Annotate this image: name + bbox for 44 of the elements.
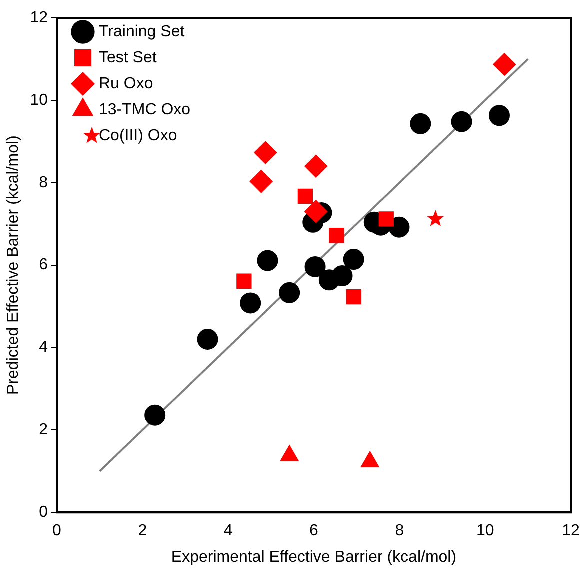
y-tick-label: 2 <box>39 422 48 439</box>
point <box>332 266 353 287</box>
point <box>343 249 364 270</box>
y-axis-title: Predicted Effective Barrier (kcal/mol) <box>5 136 22 395</box>
point <box>493 53 516 76</box>
point <box>410 113 432 134</box>
point <box>197 328 218 350</box>
x-tick-label: 12 <box>562 522 580 540</box>
point <box>346 289 362 305</box>
x-tick-label: 10 <box>476 522 494 540</box>
point <box>254 141 278 164</box>
legend-label: Training Set <box>98 23 186 40</box>
y-tick-label: 8 <box>39 174 48 192</box>
point <box>427 210 444 226</box>
point <box>304 256 326 278</box>
point <box>378 212 394 227</box>
x-tick-label: 8 <box>395 522 404 540</box>
point <box>451 111 472 132</box>
point <box>250 170 273 194</box>
x-tick-label: 0 <box>52 522 62 540</box>
point <box>240 292 262 314</box>
legend-label: Test Set <box>98 49 158 66</box>
x-axis-title: Experimental Effective Barrier (kcal/mol) <box>171 548 457 566</box>
y-tick-label: 4 <box>39 339 48 356</box>
point <box>298 188 314 204</box>
point <box>304 154 328 178</box>
point <box>329 228 344 244</box>
y-tick-label: 0 <box>39 504 48 522</box>
y-tick-label: 6 <box>39 256 48 274</box>
point <box>279 282 300 304</box>
point <box>304 200 328 224</box>
point <box>257 250 278 272</box>
point <box>388 216 410 238</box>
legend-label: 13-TMC Oxo <box>98 101 191 118</box>
legend-label: Ru Oxo <box>98 75 154 92</box>
x-tick-label: 6 <box>310 522 319 540</box>
legend-label: Co(III) Oxo <box>98 127 178 144</box>
x-tick-label: 2 <box>138 522 148 540</box>
point <box>488 105 510 126</box>
x-tick-label: 4 <box>224 522 233 540</box>
point <box>236 274 252 289</box>
y-tick-label: 10 <box>30 92 48 109</box>
point <box>144 404 166 426</box>
y-tick-label: 12 <box>30 9 48 26</box>
